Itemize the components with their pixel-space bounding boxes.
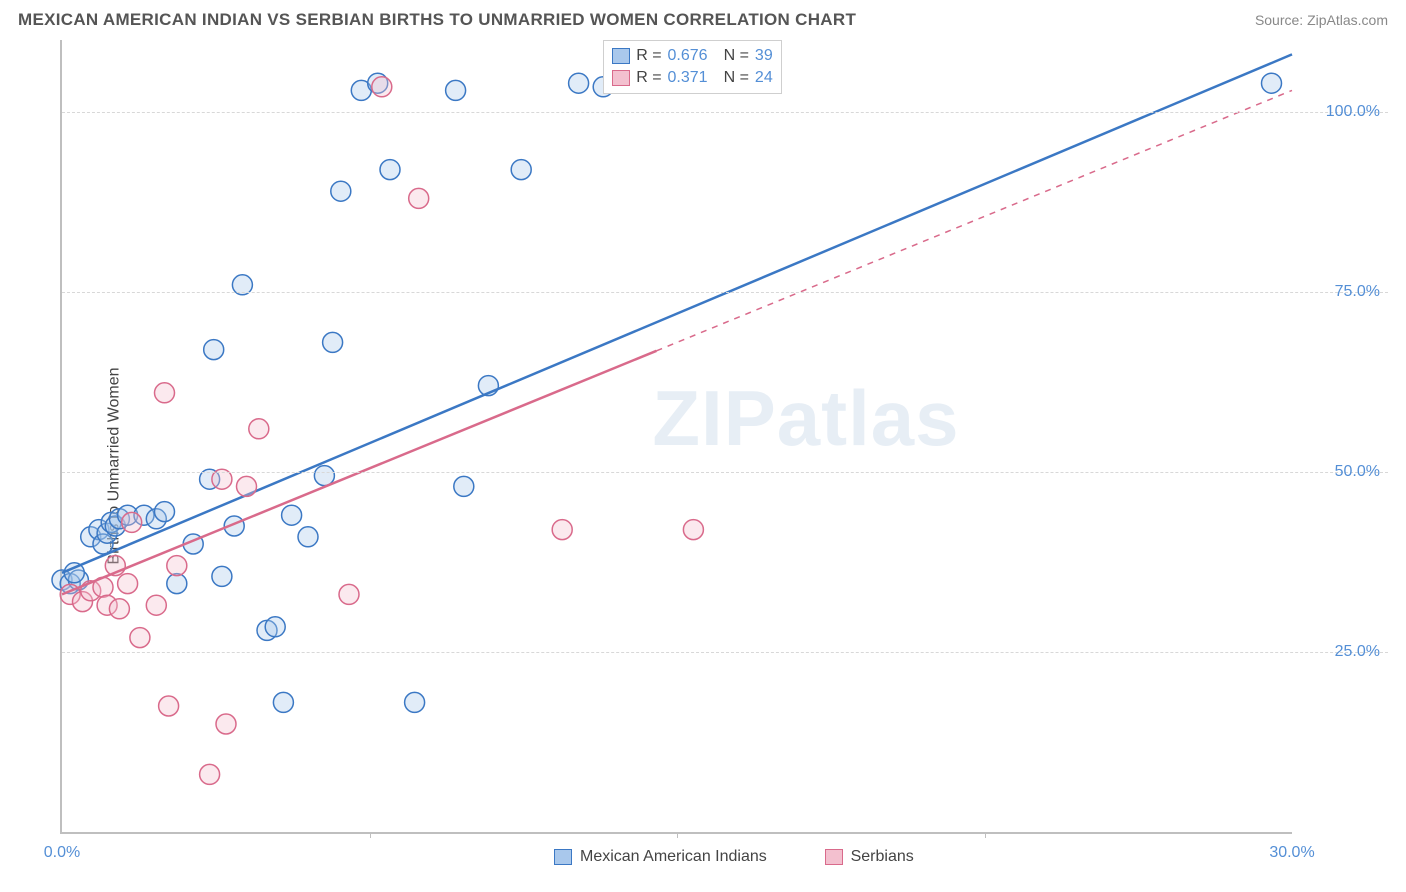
scatter-point (339, 584, 359, 604)
scatter-point (212, 566, 232, 586)
scatter-point (265, 617, 285, 637)
scatter-point (552, 520, 572, 540)
scatter-point (237, 476, 257, 496)
legend-swatch (612, 48, 630, 64)
scatter-point (118, 574, 138, 594)
scatter-point (511, 160, 531, 180)
r-value: 0.676 (668, 47, 708, 65)
scatter-point (380, 160, 400, 180)
r-value: 0.371 (668, 69, 708, 87)
scatter-point (683, 520, 703, 540)
scatter-svg (62, 40, 1292, 832)
scatter-point (167, 556, 187, 576)
xtick-mark (985, 832, 986, 838)
legend-swatch (554, 849, 572, 865)
chart-title: MEXICAN AMERICAN INDIAN VS SERBIAN BIRTH… (18, 10, 856, 30)
scatter-point (454, 476, 474, 496)
stats-legend-row: R = 0.676 N = 39 (612, 45, 773, 67)
scatter-point (167, 574, 187, 594)
scatter-point (159, 696, 179, 716)
xtick-label: 0.0% (44, 844, 80, 862)
gridline-h (62, 472, 1388, 473)
ytick-label: 100.0% (1326, 103, 1380, 121)
xtick-label: 30.0% (1269, 844, 1314, 862)
scatter-point (273, 692, 293, 712)
stats-legend: R = 0.676 N = 39 R = 0.371 N = 24 (603, 40, 782, 94)
plot-area: ZIPatlas R =0.676N =39R =0.371N =24 Mexi… (60, 40, 1292, 834)
scatter-point (409, 188, 429, 208)
scatter-point (122, 512, 142, 532)
ytick-label: 25.0% (1335, 643, 1380, 661)
scatter-point (146, 595, 166, 615)
scatter-point (155, 502, 175, 522)
scatter-point (446, 80, 466, 100)
legend-swatch (612, 70, 630, 86)
gridline-h (62, 652, 1388, 653)
r-label: R = (636, 47, 661, 65)
legend-swatch (825, 849, 843, 865)
source-attribution: Source: ZipAtlas.com (1255, 12, 1388, 28)
scatter-point (216, 714, 236, 734)
n-label: N = (724, 69, 749, 87)
scatter-point (314, 466, 334, 486)
n-value: 39 (755, 47, 773, 65)
n-label: N = (724, 47, 749, 65)
gridline-h (62, 112, 1388, 113)
scatter-point (323, 332, 343, 352)
scatter-point (331, 181, 351, 201)
xtick-mark (370, 832, 371, 838)
scatter-point (282, 505, 302, 525)
ytick-label: 75.0% (1335, 283, 1380, 301)
scatter-point (204, 340, 224, 360)
scatter-point (569, 73, 589, 93)
scatter-point (109, 599, 129, 619)
legend-series-label: Serbians (851, 848, 914, 866)
scatter-point (155, 383, 175, 403)
scatter-point (298, 527, 318, 547)
scatter-point (130, 628, 150, 648)
r-label: R = (636, 69, 661, 87)
scatter-point (249, 419, 269, 439)
footer-legend-series-1: Serbians (825, 848, 914, 866)
regression-line-dashed (657, 90, 1293, 350)
chart-container: Births to Unmarried Women ZIPatlas R =0.… (18, 40, 1388, 892)
footer-legend-series-0: Mexican American Indians (554, 848, 767, 866)
scatter-point (1262, 73, 1282, 93)
stats-legend-row: R = 0.371 N = 24 (612, 67, 773, 89)
ytick-label: 50.0% (1335, 463, 1380, 481)
scatter-point (405, 692, 425, 712)
scatter-point (200, 764, 220, 784)
gridline-h (62, 292, 1388, 293)
legend-series-label: Mexican American Indians (580, 848, 767, 866)
n-value: 24 (755, 69, 773, 87)
scatter-point (372, 77, 392, 97)
xtick-mark (677, 832, 678, 838)
